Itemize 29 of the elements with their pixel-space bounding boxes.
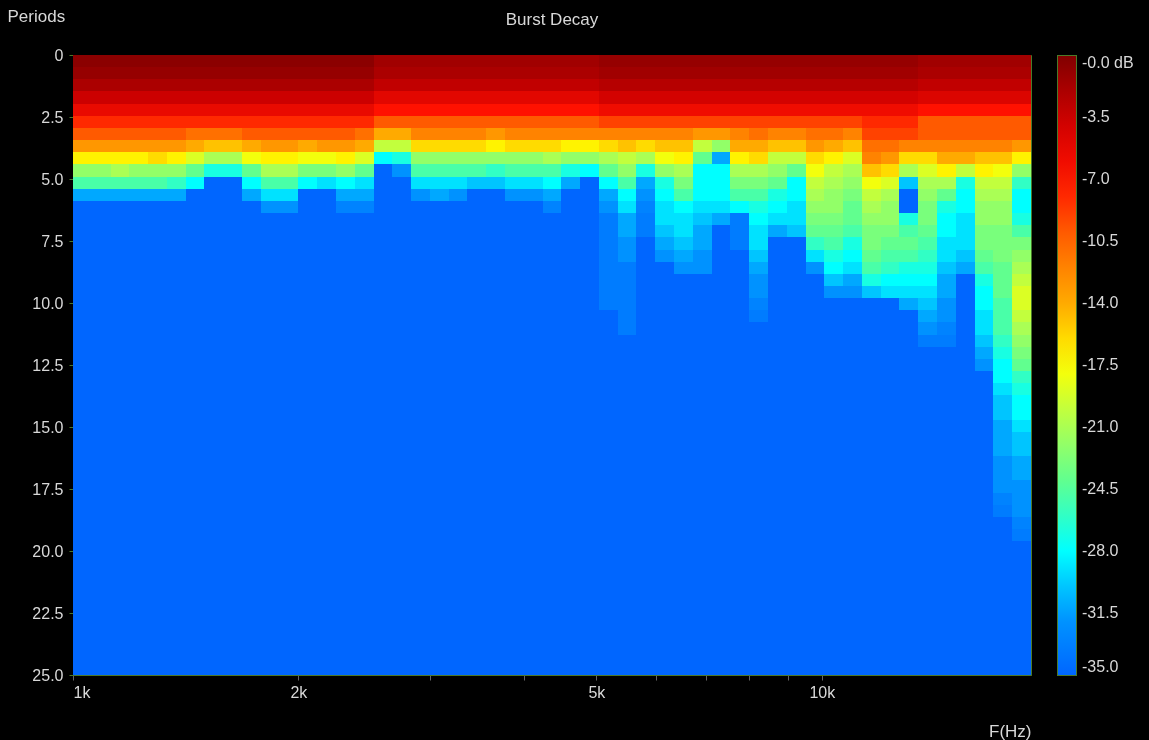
- y-tick-label: 5.0: [41, 170, 64, 188]
- color-bar-label: -24.5: [1082, 480, 1119, 497]
- y-tick-label: 17.5: [32, 480, 64, 498]
- color-bar-label: -17.5: [1082, 356, 1119, 373]
- x-tick-label: 1k: [73, 683, 92, 701]
- x-tick-label: 2k: [290, 683, 309, 701]
- y-tick-label: 25.0: [32, 666, 64, 684]
- x-axis-title: F(Hz): [989, 721, 1032, 740]
- chart-title: Burst Decay: [505, 10, 599, 29]
- x-tick-label: 10k: [809, 683, 837, 701]
- color-bar-label: -31.5: [1082, 604, 1119, 621]
- y-tick-label: 10.0: [32, 294, 64, 312]
- color-bar-label: -0.0 dB: [1082, 54, 1134, 71]
- x-tick-label: 5k: [588, 683, 607, 701]
- color-bar-label: -7.0: [1082, 170, 1110, 187]
- y-tick-label: 20.0: [32, 542, 64, 560]
- color-bar-label: -10.5: [1082, 232, 1119, 249]
- y-tick-label: 2.5: [41, 108, 64, 126]
- y-tick-label: 0: [54, 46, 64, 64]
- y-tick-label: 22.5: [32, 604, 64, 622]
- color-bar-label: -35.0: [1082, 658, 1119, 675]
- color-bar-label: -21.0: [1082, 418, 1119, 435]
- y-tick-label: 12.5: [32, 356, 64, 374]
- color-bar-label: -28.0: [1082, 542, 1119, 559]
- color-bar-label: -3.5: [1082, 108, 1110, 125]
- y-axis-title: Periods: [7, 6, 66, 26]
- color-bar-label: -14.0: [1082, 294, 1119, 311]
- y-tick-label: 7.5: [41, 232, 64, 250]
- y-tick-label: 15.0: [32, 418, 64, 436]
